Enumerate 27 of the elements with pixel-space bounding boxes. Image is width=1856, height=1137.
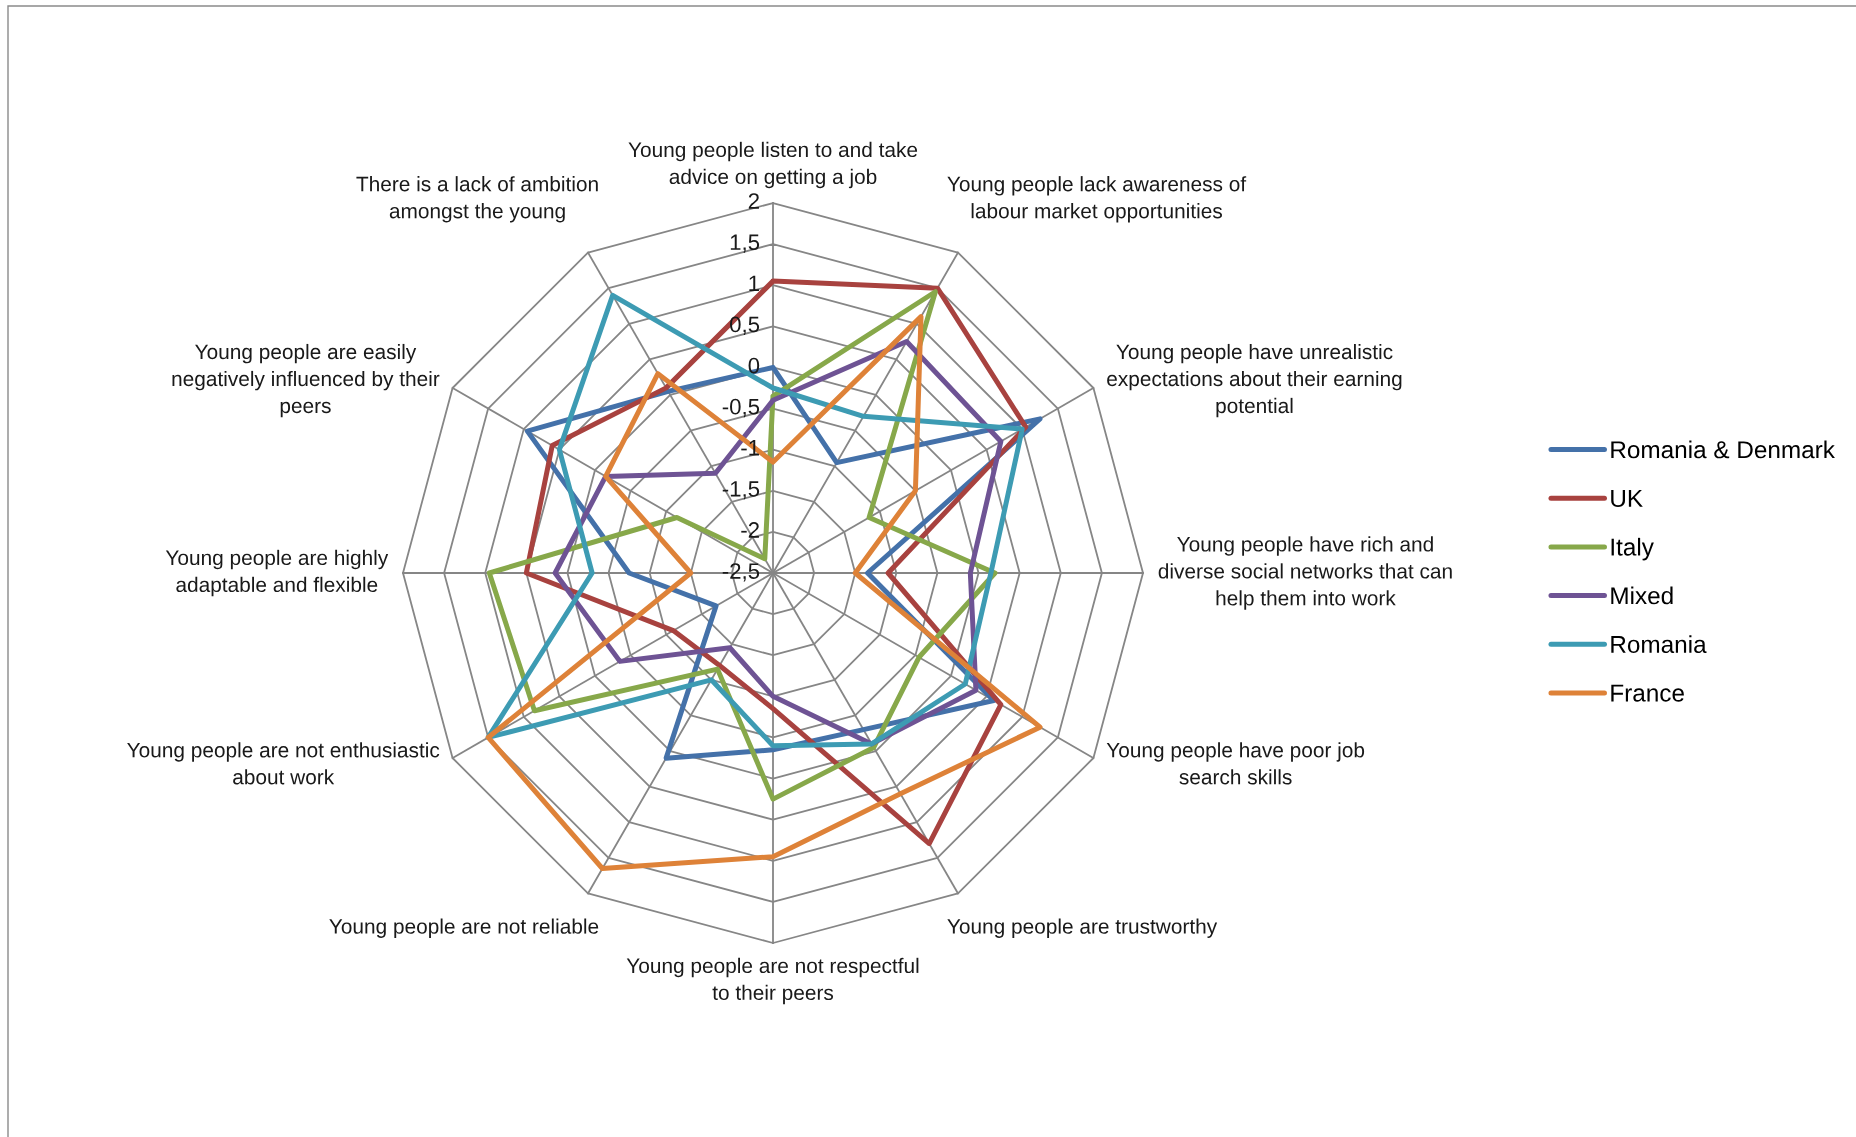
y-tick-label: -0,5 [722, 398, 760, 418]
spoke-label: Young people are not enthusiastic about work [127, 742, 440, 785]
legend-label: Mixed [1611, 586, 1673, 605]
spoke-label: Young people have rich and diverse social networks that can help them into work [1158, 536, 1452, 610]
spoke-label: Young people are trustworthy [947, 918, 1218, 938]
y-tick-label: -2,5 [722, 563, 760, 582]
legend-label: Italy [1611, 537, 1654, 561]
spoke-label: Young people lack awareness of labour market opportunities [947, 176, 1247, 223]
spoke-label: Young people are not reliable [329, 918, 599, 938]
spoke-label: There is a lack of ambition amongst the young [356, 176, 598, 223]
spoke-label: Young people have unrealistic expectations about their earning potential [1107, 343, 1402, 418]
spoke-label: Young people are highly adaptable and flexible [165, 549, 389, 597]
legend-label: Romania [1611, 635, 1707, 654]
legend-label: UK [1611, 490, 1643, 508]
y-tick-label: 0 [748, 357, 760, 374]
spoke-label: Young people are not respectful to their peers [626, 957, 919, 1005]
y-tick-label: 0,5 [730, 316, 760, 335]
legend-label: France [1611, 684, 1684, 702]
spoke-label: Young people have poor job search skills [1106, 742, 1365, 785]
y-tick-label: 2 [748, 193, 759, 209]
y-tick-label: 1,5 [730, 234, 760, 253]
y-tick-label: -1,5 [722, 481, 760, 500]
spoke-label: Young people listen to and take advice on getting a job [628, 141, 918, 189]
spoke-label: Young people are easily negatively influenced by their peers [172, 343, 440, 418]
y-tick-label: 1 [749, 275, 759, 291]
y-tick-label: -2 [741, 522, 759, 538]
legend-label: Romania & Denmark [1611, 440, 1835, 459]
